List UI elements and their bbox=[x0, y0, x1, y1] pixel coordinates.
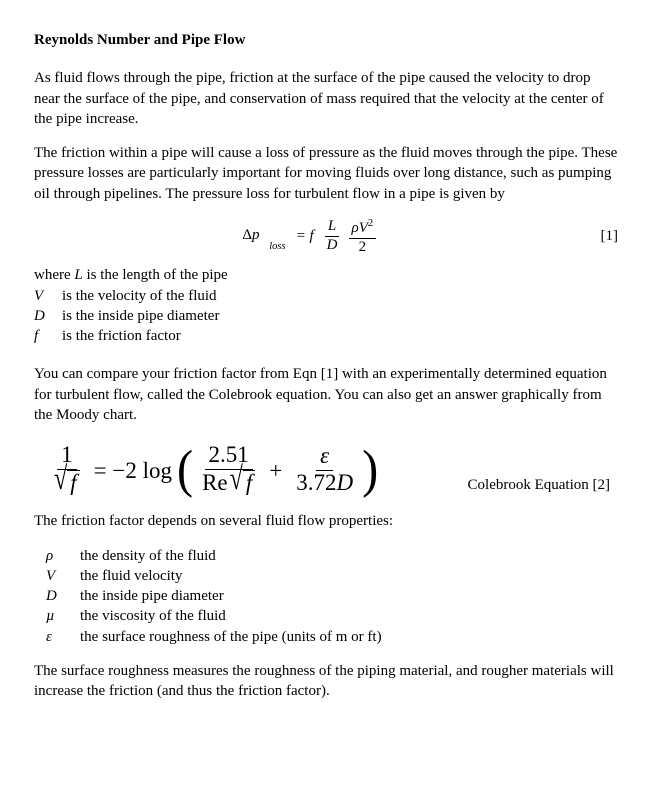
paragraph-3: You can compare your friction factor fro… bbox=[34, 364, 618, 425]
def-D: Dis the inside pipe diameter bbox=[34, 306, 618, 326]
eq1-frac-LD: L D bbox=[324, 219, 341, 254]
prop-V: Vthe fluid velocity bbox=[34, 566, 618, 586]
eq2-eps: ε bbox=[316, 444, 333, 471]
def-L: where L is the length of the pipe bbox=[34, 265, 618, 285]
def-f: fis the friction factor bbox=[34, 326, 618, 346]
eq1-loss-subscript: loss bbox=[269, 241, 285, 252]
equation-2-row: 1 √f = −2 log ( 2.51 Re√f + ε 3.72D ) Co… bbox=[34, 443, 618, 497]
eq1-frac-rhoV2: ρV2 2 bbox=[349, 218, 377, 256]
page-title: Reynolds Number and Pipe Flow bbox=[34, 30, 618, 50]
eq2-sqrt-f-left: f bbox=[67, 470, 79, 495]
property-list: ρthe density of the fluid Vthe fluid vel… bbox=[34, 546, 618, 647]
equation-1-tag: [1] bbox=[601, 226, 619, 246]
eq1-p: p bbox=[252, 227, 260, 243]
eq1-sq: 2 bbox=[368, 218, 373, 229]
eq1-rho: ρ bbox=[352, 220, 359, 236]
prop-eps: εthe surface roughness of the pipe (unit… bbox=[34, 627, 618, 647]
eq2-D: D bbox=[337, 470, 354, 495]
prop-D: Dthe inside pipe diameter bbox=[34, 586, 618, 606]
prop-rho: ρthe density of the fluid bbox=[34, 546, 618, 566]
variable-definitions: where L is the length of the pipe Vis th… bbox=[34, 265, 618, 346]
eq1-equals-f: = f bbox=[296, 226, 314, 246]
eq1-D: D bbox=[324, 237, 341, 254]
paragraph-2: The friction within a pipe will cause a … bbox=[34, 143, 618, 204]
eq2-sqrt-f-right: f bbox=[243, 470, 255, 495]
eq2-plus: + bbox=[269, 455, 282, 486]
paragraph-5: The surface roughness measures the rough… bbox=[34, 661, 618, 702]
eq1-two: 2 bbox=[356, 239, 370, 256]
paragraph-4: The friction factor depends on several f… bbox=[34, 511, 618, 531]
equation-1-row: Δp loss = f L D ρV2 2 [1] bbox=[34, 218, 618, 256]
eq1-L: L bbox=[325, 219, 339, 237]
prop-mu: µthe viscosity of the fluid bbox=[34, 606, 618, 626]
eq1-V: V bbox=[359, 220, 368, 236]
colebrook-equation: 1 √f = −2 log ( 2.51 Re√f + ε 3.72D ) bbox=[46, 443, 379, 497]
eq1-delta: Δ bbox=[242, 227, 252, 243]
def-V: Vis the velocity of the fluid bbox=[34, 286, 618, 306]
eq2-Re: Re bbox=[202, 470, 228, 495]
equation-2-label: Colebrook Equation [2] bbox=[379, 475, 618, 497]
eq2-neg2log: = −2 log bbox=[94, 455, 172, 486]
paragraph-1: As fluid flows through the pipe, frictio… bbox=[34, 68, 618, 129]
equation-1: Δp loss = f L D ρV2 2 bbox=[242, 218, 380, 256]
eq2-3.72: 3.72 bbox=[296, 470, 336, 495]
